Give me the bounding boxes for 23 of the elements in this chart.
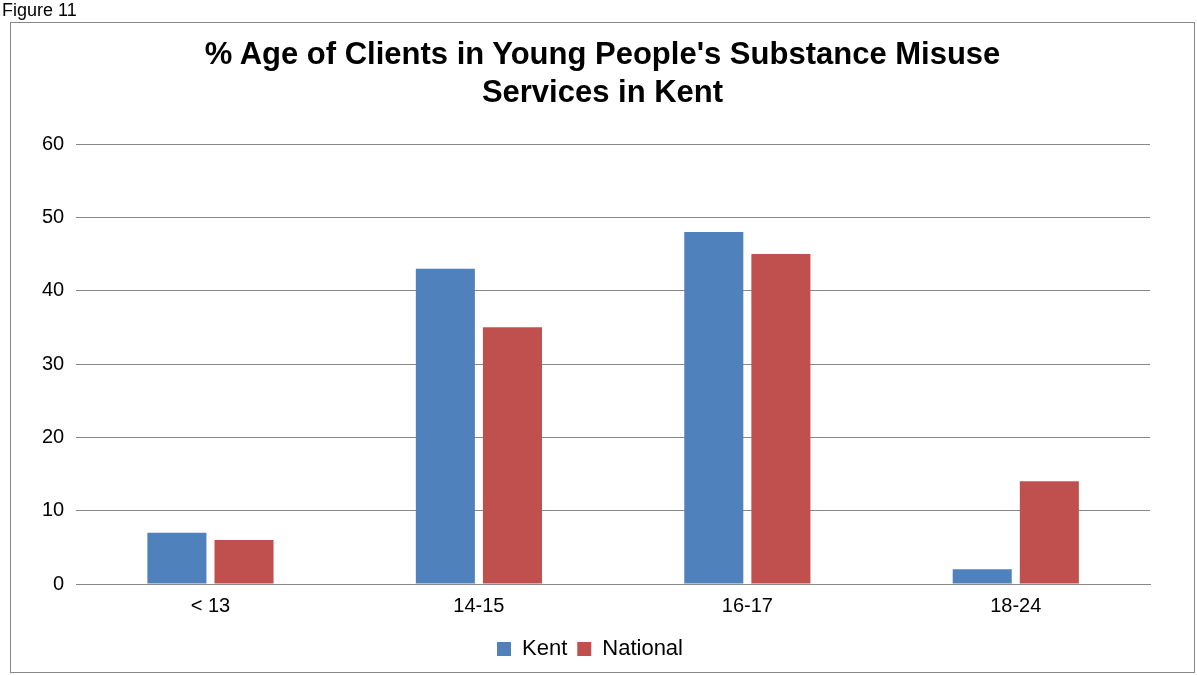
y-tick-label: 20 — [42, 424, 65, 447]
bar — [1019, 481, 1079, 584]
x-tick-label: 14-15 — [453, 593, 505, 616]
bar — [214, 540, 274, 584]
y-tick-label: 10 — [42, 498, 65, 521]
caption: Figure 11 — [2, 0, 77, 20]
bar — [147, 532, 207, 584]
y-tick-label: 50 — [42, 204, 65, 227]
bar — [952, 569, 1012, 584]
chart-title: % Age of Clients in Young People's Substance Misuse Services in Kent — [203, 35, 1002, 111]
bar — [751, 254, 811, 584]
legend-label: National — [602, 635, 683, 661]
x-tick-label: 18-24 — [990, 593, 1042, 616]
y-tick-label: 60 — [42, 131, 65, 154]
bar — [684, 232, 744, 584]
x-tick-label: < 13 — [190, 593, 231, 616]
bar — [482, 327, 542, 584]
y-tick-label: 40 — [42, 278, 65, 301]
y-tick-label: 30 — [42, 351, 65, 374]
y-tick-label: 0 — [53, 571, 65, 594]
bar — [415, 268, 475, 584]
x-tick-label: 16-17 — [721, 593, 773, 616]
legend-label: Kent — [522, 635, 568, 661]
